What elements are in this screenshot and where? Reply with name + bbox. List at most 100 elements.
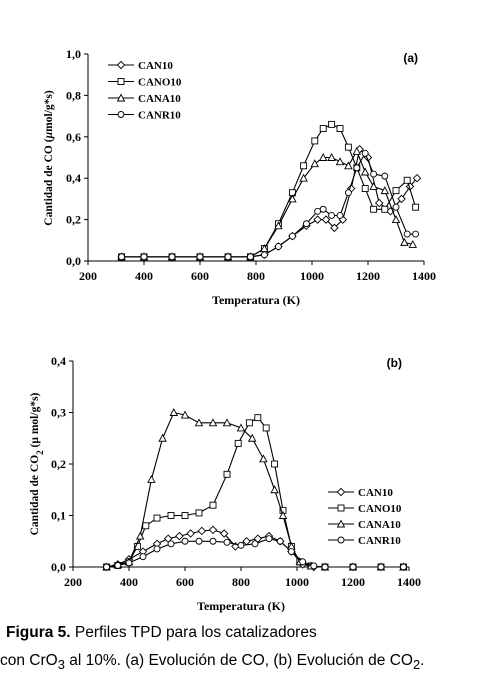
panel-label: (a): [403, 51, 418, 65]
data-point: [288, 194, 297, 203]
data-point: [158, 433, 167, 442]
data-point: [223, 538, 231, 546]
data-point: [370, 205, 378, 213]
data-point: [208, 525, 218, 535]
data-point: [262, 424, 270, 432]
data-point: [391, 215, 401, 224]
data-point: [153, 545, 161, 553]
legend-label: CANR10: [138, 110, 181, 122]
data-point: [318, 153, 328, 161]
data-point: [167, 540, 175, 548]
data-point: [370, 170, 378, 178]
x-tick-label: 400: [120, 575, 138, 589]
x-tick-label: 600: [176, 575, 194, 589]
legend-label: CANO10: [358, 503, 402, 515]
legend-marker: [337, 536, 345, 544]
data-point: [237, 541, 245, 549]
data-point: [319, 125, 327, 132]
data-point: [246, 253, 254, 261]
data-point: [139, 553, 147, 561]
data-point: [374, 198, 384, 208]
x-tick-label: 1200: [341, 575, 365, 589]
data-point: [321, 563, 329, 571]
data-point: [242, 537, 251, 546]
data-point: [353, 164, 361, 172]
data-point: [403, 176, 411, 184]
x-tick-label: 1000: [300, 269, 324, 283]
y-tick-label: 0,4: [51, 354, 66, 368]
data-point: [169, 408, 179, 416]
data-point: [168, 253, 176, 261]
data-point: [299, 173, 308, 182]
data-point: [114, 562, 122, 569]
x-tick-label: 200: [79, 269, 97, 283]
data-point: [271, 460, 279, 468]
data-point: [265, 535, 273, 543]
data-point: [153, 514, 161, 522]
data-point: [344, 189, 352, 197]
x-axis-title: Temperatura (K): [212, 293, 300, 307]
data-point: [299, 558, 307, 566]
data-point: [336, 125, 344, 132]
data-point: [236, 423, 246, 432]
legend-marker: [337, 504, 345, 512]
data-point: [319, 205, 327, 213]
y-tick-label: 1,0: [66, 47, 81, 61]
data-point: [313, 215, 322, 224]
legend-marker: [117, 111, 125, 118]
data-point: [260, 251, 268, 259]
series-can10: [117, 144, 422, 262]
data-point: [352, 146, 362, 155]
y-axis-title: Cantidad de CO (µmol/g*s): [43, 90, 55, 226]
x-tick-label: 1200: [356, 269, 380, 283]
data-point: [327, 153, 336, 161]
data-point: [223, 470, 231, 478]
data-point: [140, 253, 148, 261]
x-tick-label: 200: [64, 575, 82, 589]
data-point: [369, 182, 378, 190]
y-tick-label: 0,0: [66, 254, 81, 268]
legend-label: CANA10: [138, 93, 181, 105]
y-tick-label: 0,8: [66, 88, 81, 102]
data-point: [335, 157, 345, 166]
data-point: [219, 529, 229, 538]
data-point: [180, 410, 190, 419]
data-point: [412, 173, 422, 183]
data-point: [400, 237, 409, 246]
data-point: [278, 511, 288, 519]
data-point: [408, 239, 418, 248]
data-point: [310, 159, 320, 168]
series-canr10: [103, 535, 407, 571]
caption-line-1-text: Perfiles TPD para los catalizadores: [74, 624, 317, 641]
figure: 0,0 0,2 0,4 0,6 0,8 1,0 200 400 600 800 1000 1200 14…: [29, 47, 436, 613]
data-point: [381, 172, 389, 180]
legend-label: CANO10: [138, 77, 182, 89]
legend-label: CAN10: [138, 60, 173, 72]
caption-line-2-sub2: 2: [412, 657, 421, 673]
x-tick-label: 800: [247, 269, 265, 283]
data-point: [147, 475, 156, 483]
y-tick-label: 0,0: [51, 560, 66, 574]
data-point: [336, 212, 344, 219]
data-point: [287, 548, 295, 555]
legend-marker: [117, 78, 125, 85]
data-point: [195, 509, 203, 517]
series-line: [121, 123, 417, 258]
data-point: [181, 537, 189, 545]
data-point: [197, 526, 207, 536]
legend-label: CANR10: [358, 535, 401, 547]
chart-panel-a: 0,0 0,2 0,4 0,6 0,8 1,0 200 400 600 800 1000 1200 14…: [43, 47, 436, 307]
data-point: [251, 540, 259, 548]
data-point: [330, 223, 339, 233]
series-line: [121, 150, 413, 258]
data-point: [412, 230, 420, 238]
data-point: [135, 531, 145, 540]
chart-panel-b: 0,0 0,1 0,2 0,3 0,4 200 400 600 800 1000 1200 1400 T…: [29, 354, 421, 613]
data-point: [344, 143, 352, 151]
y-tick-label: 0,2: [66, 213, 81, 227]
y-axis-title-part: Cantidad de CO: [29, 455, 41, 536]
data-point: [194, 418, 204, 427]
legend-label: CAN10: [358, 487, 393, 499]
data-point: [361, 149, 369, 157]
data-point: [403, 230, 411, 238]
